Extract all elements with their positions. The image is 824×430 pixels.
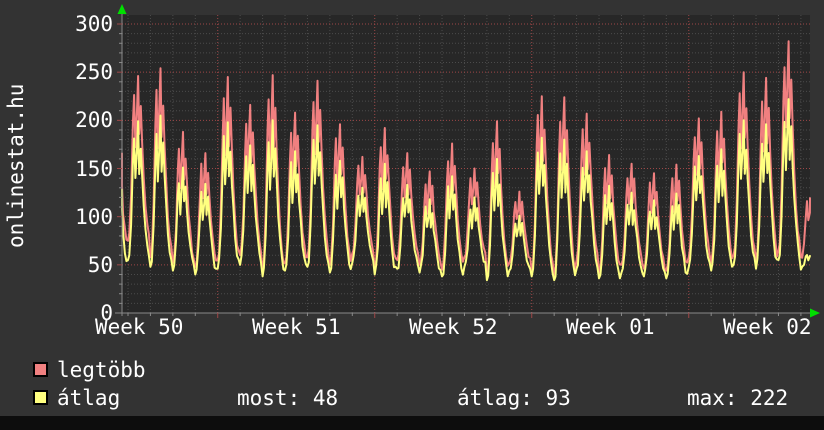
- x-week-label-5: Week 02: [722, 315, 812, 339]
- x-week-label-4: Week 01: [565, 315, 655, 339]
- stat-current-value: 48: [312, 386, 339, 410]
- stat-current-label: most:: [237, 386, 301, 410]
- stat-maximum: max: 222: [687, 387, 788, 409]
- y-tick-label-0: 0: [100, 301, 113, 325]
- stat-maximum-value: 222: [750, 386, 789, 410]
- stat-average-value: 93: [545, 386, 571, 410]
- y-tick-label-200: 200: [75, 108, 113, 133]
- y-tick-label-150: 150: [75, 156, 113, 181]
- y-tick-label-100: 100: [75, 204, 113, 229]
- y-tick-label-250: 250: [75, 60, 113, 85]
- y-tick-label-50: 50: [87, 252, 113, 277]
- y-tick-label-300: 300: [75, 12, 113, 36]
- legend-swatch-legtobb: [33, 362, 48, 377]
- stat-current: most: 48: [237, 387, 338, 409]
- legend-item-avg: átlag: [33, 387, 120, 409]
- footer-band: [0, 416, 824, 430]
- series-line-átlag: [121, 98, 811, 282]
- stat-average: átlag: 93: [457, 387, 571, 409]
- legend-item-max: legtöbb: [33, 359, 146, 381]
- stat-average-label: átlag:: [457, 386, 533, 410]
- legend-label-atlag: átlag: [57, 386, 121, 410]
- x-week-label-3: Week 52: [408, 315, 498, 339]
- visitors-line-chart: [115, 4, 820, 318]
- y-axis-arrow-icon: [117, 4, 127, 14]
- legend-swatch-atlag: [33, 390, 48, 405]
- x-axis-arrow-icon: [810, 308, 820, 318]
- stat-maximum-label: max:: [687, 386, 738, 410]
- x-week-label-1: Week 50: [94, 315, 184, 339]
- x-week-label-2: Week 51: [251, 315, 341, 339]
- legend-label-legtobb: legtöbb: [57, 358, 146, 382]
